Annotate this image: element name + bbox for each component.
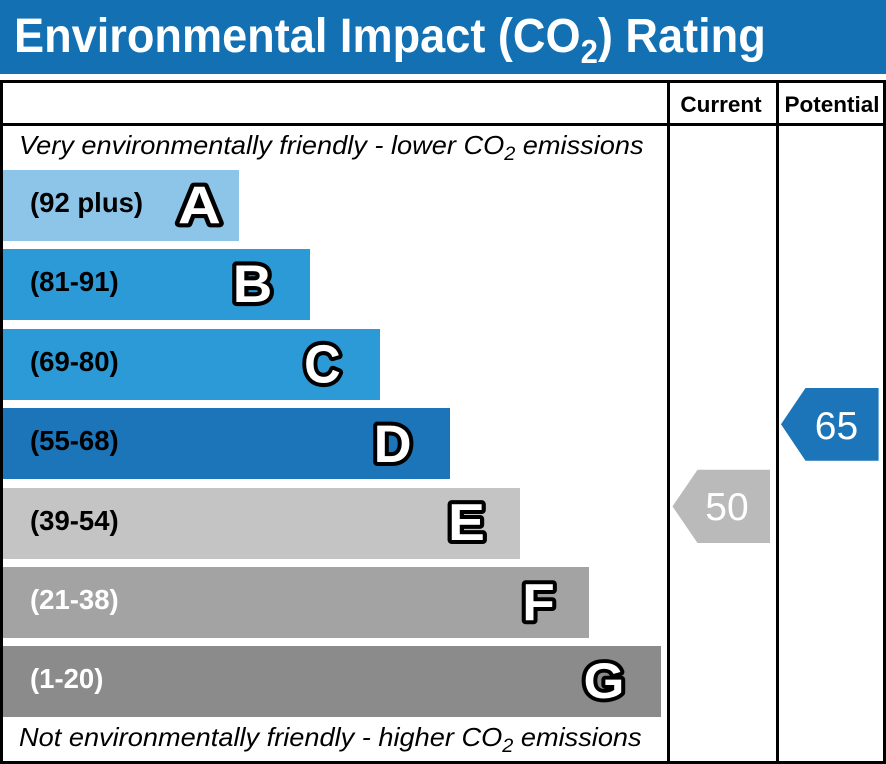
svg-text:F: F: [522, 575, 555, 632]
svg-text:A: A: [178, 175, 221, 234]
svg-text:G: G: [584, 652, 625, 709]
svg-text:C: C: [304, 335, 340, 395]
svg-text:50: 50: [705, 486, 748, 529]
svg-text:D: D: [374, 416, 412, 474]
svg-text:65: 65: [815, 405, 858, 448]
svg-text:B: B: [233, 255, 273, 314]
svg-text:E: E: [448, 493, 485, 551]
